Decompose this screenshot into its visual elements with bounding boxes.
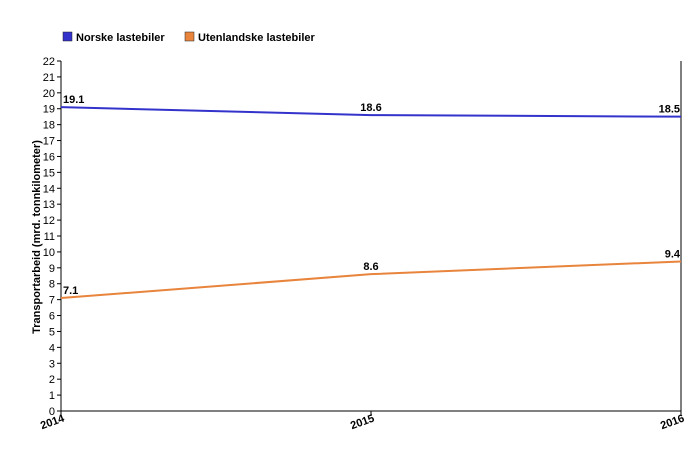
y-tick-label: 1 [49,390,55,402]
y-tick-label: 19 [43,104,55,116]
series-line-utenlandske [60,260,682,300]
y-tick-label: 13 [43,199,55,211]
data-label: 9.4 [665,248,681,260]
legend: Norske lastebiler Utenlandske lastebiler [62,31,315,44]
y-tick-label: 0 [49,406,55,418]
legend-label-utenlandske: Utenlandske lastebiler [198,32,315,44]
y-tick-label: 10 [43,247,55,259]
data-label: 19.1 [63,94,84,106]
y-tick-label: 18 [43,120,55,132]
y-tick-label: 12 [43,215,55,227]
data-labels: 19.1 18.6 18.5 7.1 8.6 9.4 [63,94,681,297]
y-tick-label: 20 [43,88,55,100]
series-line-norske [60,106,682,118]
data-label: 18.5 [659,104,680,116]
y-tick-label: 6 [49,311,55,323]
y-axis-title: Transportarbeid (mrd. tonnkilometer) [31,140,43,334]
x-tick-label: 2014 [39,412,67,432]
y-tick-label: 5 [49,326,55,338]
legend-label-norske: Norske lastebiler [76,32,165,44]
data-label: 7.1 [63,285,78,297]
legend-swatch-norske [62,31,73,42]
x-ticks: 2014 2015 2016 [39,411,686,432]
y-tick-label: 7 [49,295,55,307]
x-tick-label: 2015 [349,413,376,433]
y-tick-label: 3 [49,358,55,370]
y-tick-label: 22 [43,56,55,68]
data-label: 8.6 [363,261,378,273]
y-tick-label: 9 [49,263,55,275]
y-tick-label: 15 [43,167,55,179]
data-label: 18.6 [360,102,381,114]
y-tick-label: 21 [43,72,55,84]
y-tick-label: 17 [43,136,55,148]
y-tick-label: 2 [49,374,55,386]
y-tick-label: 11 [44,231,55,243]
series-lines [60,106,682,300]
x-tick-label: 2016 [659,413,686,433]
y-tick-label: 4 [49,342,55,354]
legend-swatch-utenlandske [184,31,195,42]
y-tick-label: 8 [49,279,55,291]
y-tick-label: 16 [43,151,55,163]
y-tick-label: 14 [43,183,55,195]
